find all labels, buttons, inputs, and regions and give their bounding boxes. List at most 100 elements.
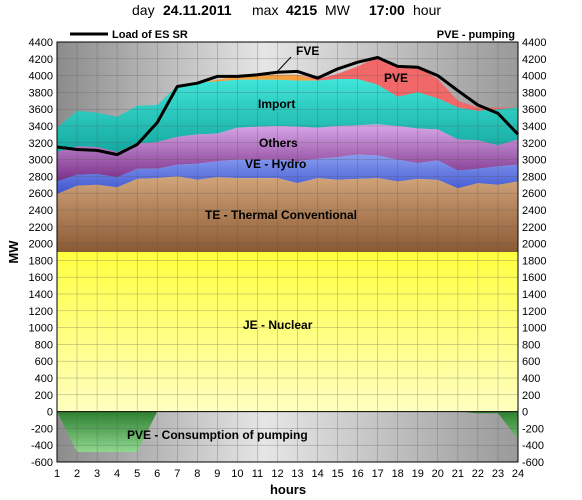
y-tick-right-400: 400 bbox=[522, 373, 540, 385]
load-line bbox=[56, 56, 520, 157]
x-tick-23: 23 bbox=[492, 468, 504, 480]
x-tick-16: 16 bbox=[352, 468, 364, 480]
area-others bbox=[57, 124, 518, 182]
label-pve: PVE bbox=[384, 71, 408, 85]
y-tick-right-2400: 2400 bbox=[522, 205, 546, 217]
y-tick-left-3800: 3800 bbox=[29, 87, 53, 99]
y-tick-right-2600: 2600 bbox=[522, 188, 546, 200]
y-tick-right-800: 800 bbox=[522, 339, 540, 351]
y-tick-left-2800: 2800 bbox=[29, 171, 53, 183]
x-tick-10: 10 bbox=[231, 468, 243, 480]
x-tick-19: 19 bbox=[412, 468, 424, 480]
y-tick-left--400: -400 bbox=[31, 440, 53, 452]
x-axis-title: hours bbox=[270, 482, 306, 497]
y-tick-right-3600: 3600 bbox=[522, 104, 546, 116]
unit-label: MW bbox=[325, 2, 350, 18]
y-tick-right-600: 600 bbox=[522, 356, 540, 368]
area-nuclear bbox=[57, 252, 518, 412]
area-thermal bbox=[57, 176, 518, 252]
label-nuclear: JE - Nuclear bbox=[243, 318, 313, 332]
y-tick-right-2200: 2200 bbox=[522, 222, 546, 234]
y-tick-left-2400: 2400 bbox=[29, 205, 53, 217]
y-tick-right-4400: 4400 bbox=[522, 37, 546, 49]
y-tick-left-200: 200 bbox=[35, 390, 53, 402]
x-tick-14: 14 bbox=[311, 468, 323, 480]
y-tick-left-1800: 1800 bbox=[29, 255, 53, 267]
x-tick-1: 1 bbox=[54, 468, 60, 480]
x-tick-18: 18 bbox=[392, 468, 404, 480]
x-tick-21: 21 bbox=[452, 468, 464, 480]
x-tick-9: 9 bbox=[214, 468, 220, 480]
label-others: Others bbox=[259, 136, 298, 150]
y-tick-right-1800: 1800 bbox=[522, 255, 546, 267]
y-tick-right-1000: 1000 bbox=[522, 323, 546, 335]
hour-label: hour bbox=[413, 2, 442, 18]
y-tick-right-2800: 2800 bbox=[522, 171, 546, 183]
area-pve bbox=[57, 57, 518, 128]
y-tick-left-2600: 2600 bbox=[29, 188, 53, 200]
x-tick-8: 8 bbox=[194, 468, 200, 480]
x-tick-15: 15 bbox=[331, 468, 343, 480]
y-tick-left-600: 600 bbox=[35, 356, 53, 368]
y-tick-right-1400: 1400 bbox=[522, 289, 546, 301]
y-tick-left-1600: 1600 bbox=[29, 272, 53, 284]
y-tick-left-1200: 1200 bbox=[29, 306, 53, 318]
area-hydro bbox=[57, 154, 518, 194]
x-tick-24: 24 bbox=[512, 468, 524, 480]
label-import: Import bbox=[258, 97, 295, 111]
label-pumping: PVE - Consumption of pumping bbox=[127, 428, 308, 442]
y-tick-left-2000: 2000 bbox=[29, 239, 53, 251]
x-tick-4: 4 bbox=[114, 468, 120, 480]
y-tick-right-3200: 3200 bbox=[522, 138, 546, 150]
y-tick-right-1200: 1200 bbox=[522, 306, 546, 318]
plot-border bbox=[56, 41, 519, 463]
x-tick-12: 12 bbox=[271, 468, 283, 480]
x-tick-3: 3 bbox=[94, 468, 100, 480]
date-value: 24.11.2011 bbox=[163, 2, 232, 18]
fve-leader-line bbox=[275, 56, 292, 74]
y-tick-right-2000: 2000 bbox=[522, 239, 546, 251]
y-tick-right-4000: 4000 bbox=[522, 71, 546, 83]
y-axis-right: -600 -400 -200 0 200 400 600 800 1000 1200 1400 160… bbox=[522, 37, 546, 469]
chart-header: day 24.11.2011 max 4215 MW 17:00 hour bbox=[0, 2, 582, 22]
x-tick-5: 5 bbox=[134, 468, 140, 480]
time-value: 17:00 bbox=[369, 2, 405, 18]
y-axis-title: MW bbox=[6, 240, 21, 264]
label-fve: FVE bbox=[296, 44, 319, 58]
y-tick-left-2200: 2200 bbox=[29, 222, 53, 234]
x-tick-17: 17 bbox=[372, 468, 384, 480]
y-tick-left--200: -200 bbox=[31, 423, 53, 435]
x-tick-11: 11 bbox=[252, 468, 263, 480]
y-tick-right-3400: 3400 bbox=[522, 121, 546, 133]
y-tick-left-3200: 3200 bbox=[29, 138, 53, 150]
y-tick-left-1400: 1400 bbox=[29, 289, 53, 301]
y-tick-left--600: -600 bbox=[31, 457, 53, 469]
max-label: max bbox=[252, 2, 279, 18]
y-tick-right-3800: 3800 bbox=[522, 87, 546, 99]
x-axis: 1 2 3 4 5 6 7 8 9 10 11 12 13 14 15 16 17 18 19 20 21 22 23 24 bbox=[54, 468, 524, 480]
y-tick-left-4400: 4400 bbox=[29, 37, 53, 49]
series-layer bbox=[57, 57, 518, 452]
y-tick-left-4000: 4000 bbox=[29, 71, 53, 83]
y-tick-right-1600: 1600 bbox=[522, 272, 546, 284]
y-tick-left-4200: 4200 bbox=[29, 54, 53, 66]
y-tick-right--200: -200 bbox=[522, 423, 544, 435]
y-tick-right-0: 0 bbox=[522, 407, 528, 419]
y-tick-left-400: 400 bbox=[35, 373, 53, 385]
x-tick-13: 13 bbox=[291, 468, 303, 480]
y-tick-right-3000: 3000 bbox=[522, 155, 546, 167]
y-tick-right--400: -400 bbox=[522, 440, 544, 452]
y-tick-left-0: 0 bbox=[47, 407, 53, 419]
x-tick-22: 22 bbox=[472, 468, 484, 480]
y-tick-right-4200: 4200 bbox=[522, 54, 546, 66]
x-tick-7: 7 bbox=[174, 468, 180, 480]
y-tick-left-800: 800 bbox=[35, 339, 53, 351]
y-tick-left-3400: 3400 bbox=[29, 121, 53, 133]
area-pumping bbox=[57, 411, 518, 452]
x-tick-2: 2 bbox=[74, 468, 80, 480]
y-tick-right--600: -600 bbox=[522, 457, 544, 469]
label-thermal: TE - Thermal Conventional bbox=[205, 208, 357, 222]
y-tick-left-3000: 3000 bbox=[29, 155, 53, 167]
x-tick-6: 6 bbox=[154, 468, 160, 480]
